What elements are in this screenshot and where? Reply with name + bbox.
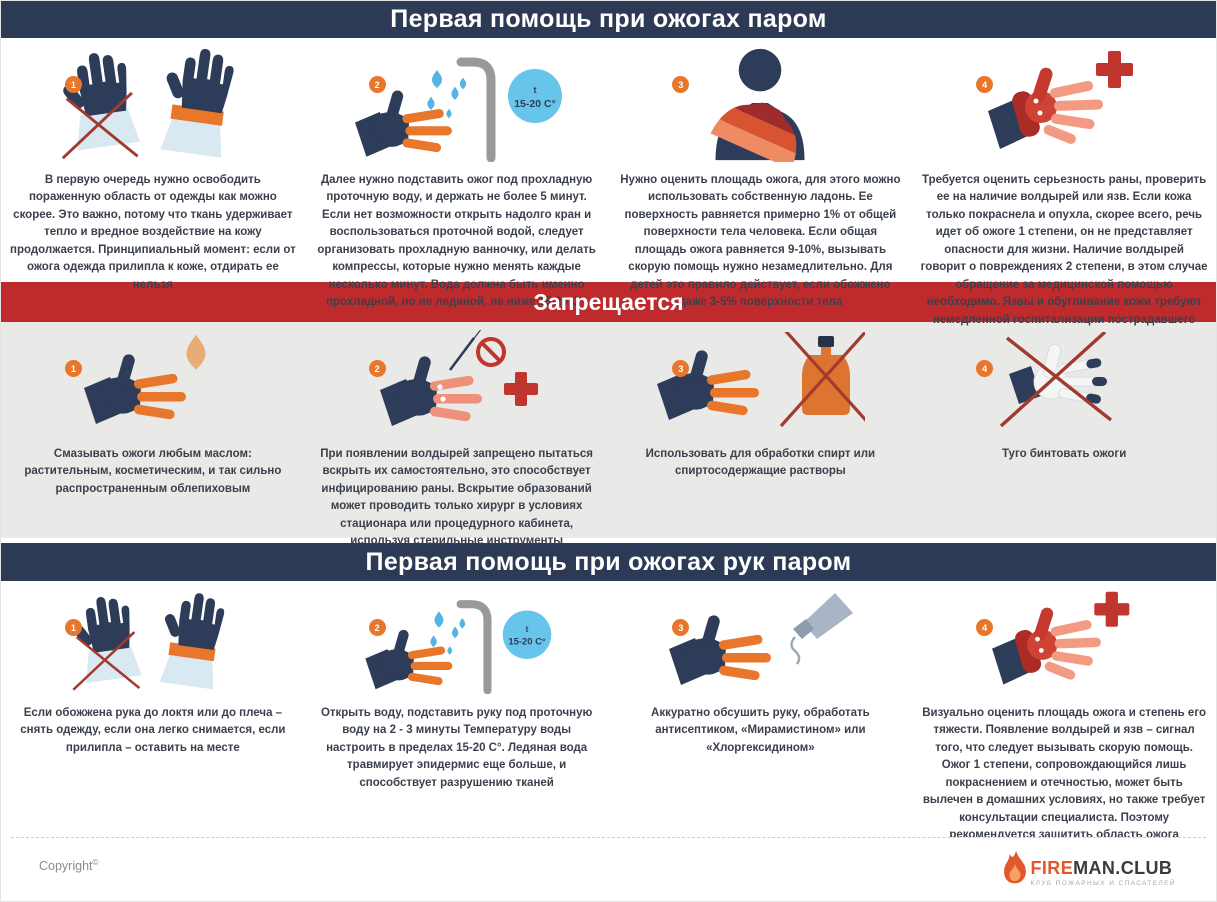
section-forbidden: 1 Смазывать ожоги любым маслом: растител… — [1, 322, 1216, 547]
header-forbidden: Запрещается — [1, 282, 1216, 322]
page-title: Первая помощь при ожогах паром — [390, 5, 827, 33]
step-text: Если обожжена рука до локтя или до плеча… — [20, 707, 286, 754]
step-item: 3 Нужно оценить площадь ожога, для этого… — [609, 38, 913, 329]
step-number-badge: 4 — [976, 619, 994, 636]
step-number-badge: 1 — [64, 76, 82, 93]
step-number-badge: 3 — [672, 619, 690, 636]
flame-icon — [1003, 850, 1026, 884]
icon-area: 3 — [617, 44, 905, 162]
assess-wound-icon — [992, 591, 1130, 685]
icon-area: 2 t — [313, 44, 601, 162]
step-number-badge: 2 — [368, 76, 386, 93]
temp-label-range: 15-20 C° — [508, 636, 546, 647]
banned-text: Смазывать ожоги любым маслом: растительн… — [24, 448, 282, 495]
step-number-badge: 3 — [672, 76, 690, 93]
step-item: 2 t — [305, 581, 609, 862]
step-text: Нужно оценить площадь ожога, для этого м… — [620, 174, 901, 309]
cool-water-icon: t 15-20 C° — [355, 57, 563, 162]
step-item: 1 В первую о — [1, 38, 305, 329]
no-piercing-blisters-icon — [379, 329, 538, 426]
step-text: Требуется оценить серьезность раны, пров… — [920, 174, 1208, 326]
banned-number-badge: 4 — [976, 360, 994, 377]
section-first-aid-steam: 1 В первую о — [1, 38, 1216, 326]
icon-area: 1 — [9, 587, 297, 695]
banned-number-badge: 2 — [368, 360, 386, 377]
burn-area-person-icon — [707, 48, 812, 162]
antiseptic-tube-hand-icon — [669, 593, 854, 685]
temp-label-t: t — [534, 85, 537, 95]
icon-area: 1 — [9, 44, 297, 162]
icon-area: 2 — [313, 328, 601, 436]
banned-item: 2 — [305, 322, 609, 551]
cool-water-icon: t 15-20 C° — [365, 600, 552, 694]
icon-area: 4 — [920, 587, 1208, 695]
icon-area: 2 t — [313, 587, 601, 695]
fireman-club-logo: FIREMAN.CLUB КЛУБ ПОЖАРНЫХ И СПАСАТЕЛЕЙ — [1003, 850, 1177, 887]
no-alcohol-bottle-icon — [657, 332, 866, 428]
divider — [1, 538, 1216, 543]
header-steam-burns: Первая помощь при ожогах паром — [1, 1, 1216, 38]
banned-text: Туго бинтовать ожоги — [1001, 448, 1127, 460]
icon-area: 3 — [617, 328, 905, 436]
step-number-badge: 2 — [368, 619, 386, 636]
step-text: В первую очередь нужно освободить пораже… — [10, 174, 296, 291]
icon-area: 3 — [617, 587, 905, 695]
step-item: 2 t — [305, 38, 609, 329]
temp-label-t: t — [526, 625, 529, 634]
step-item: 4 Визуально оценить площадь ожога и с — [912, 581, 1216, 862]
icon-area: 4 — [920, 44, 1208, 162]
logo-subtitle: КЛУБ ПОЖАРНЫХ И СПАСАТЕЛЕЙ — [1030, 880, 1176, 887]
banned-item: 4 — [912, 322, 1216, 551]
banned-text: Использовать для обработки спирт или спи… — [645, 448, 876, 478]
step-item: 3 Аккуратно обсушить руку, обработат — [609, 581, 913, 862]
copyright: Copyright© — [39, 858, 98, 873]
banned-text: При появлении волдырей запрещено пытатьс… — [320, 448, 594, 548]
logo-man-club: MAN.CLUB — [1073, 858, 1173, 878]
step-text: Аккуратно обсушить руку, обработать анти… — [651, 707, 870, 754]
no-tight-bandage-icon — [999, 332, 1113, 428]
step-item: 4 Требуется оценить серьезность раны, — [912, 38, 1216, 329]
banned-number-badge: 1 — [64, 360, 82, 377]
section-title: Первая помощь при ожогах рук паром — [365, 547, 852, 576]
copyright-symbol: © — [92, 858, 99, 867]
step-number-badge: 1 — [64, 619, 82, 636]
banned-number-badge: 3 — [672, 360, 690, 377]
copyright-text: Copyright — [39, 859, 93, 874]
remove-clothing-icon — [61, 48, 234, 160]
temp-label-range: 15-20 C° — [514, 98, 556, 110]
icon-area: 1 — [9, 328, 297, 436]
icon-area: 4 — [920, 328, 1208, 436]
logo-text: FIREMAN.CLUB КЛУБ ПОЖАРНЫХ И СПАСАТЕЛЕЙ — [1031, 850, 1177, 887]
forbidden-title: Запрещается — [533, 288, 684, 315]
step-text: Далее нужно подставить ожог под прохладн… — [317, 174, 596, 309]
banned-item: 3 — [609, 322, 913, 551]
oil-drop-hand-icon — [83, 334, 206, 424]
step-number-badge: 4 — [976, 76, 994, 93]
logo-fire: FIRE — [1030, 858, 1074, 878]
section-first-aid-hands: 1 Если обожж — [1, 581, 1216, 859]
step-text: Открыть воду, подставить руку под проточ… — [320, 707, 593, 789]
remove-clothing-icon — [72, 593, 225, 691]
footer: Copyright© FIREMAN.CLUB КЛУБ ПОЖАРНЫХ И … — [11, 837, 1206, 901]
step-item: 1 Если обожж — [1, 581, 305, 862]
header-hand-steam-burns: Первая помощь при ожогах рук паром — [1, 543, 1216, 581]
banned-item: 1 Смазывать ожоги любым маслом: растител… — [1, 322, 305, 551]
assess-wound-icon — [988, 51, 1134, 149]
